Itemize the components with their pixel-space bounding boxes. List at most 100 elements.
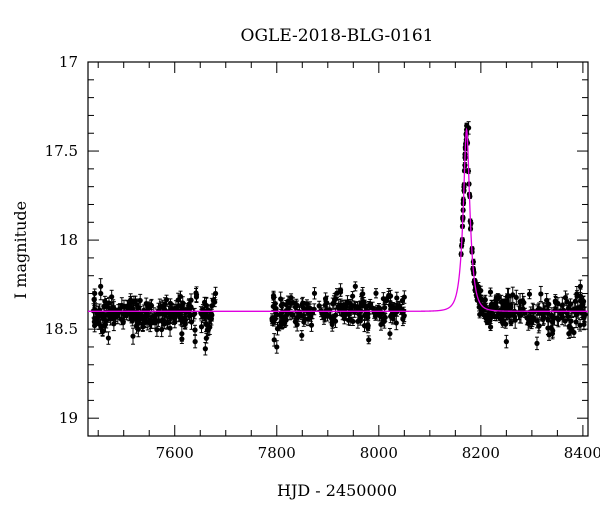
- model-curve-line: [88, 127, 588, 312]
- data-point: [100, 311, 106, 324]
- data-point: [383, 296, 389, 306]
- data-point: [504, 293, 510, 310]
- marker: [373, 290, 379, 296]
- marker: [354, 305, 361, 311]
- marker: [307, 305, 313, 311]
- y-tick-label: 18.5: [45, 320, 78, 338]
- marker: [316, 303, 322, 309]
- marker: [577, 322, 583, 328]
- data-point: [562, 290, 569, 305]
- marker: [106, 300, 112, 306]
- marker: [130, 333, 136, 339]
- marker: [273, 312, 279, 318]
- marker: [528, 319, 535, 325]
- data-points: [90, 121, 588, 356]
- data-point: [270, 292, 277, 304]
- data-point: [212, 286, 219, 301]
- marker: [163, 297, 170, 303]
- marker: [359, 291, 365, 298]
- marker: [103, 318, 109, 324]
- data-point: [487, 317, 493, 324]
- marker: [488, 301, 495, 307]
- y-tick-label: 17.5: [45, 142, 78, 160]
- marker: [544, 297, 550, 303]
- data-point: [526, 289, 533, 300]
- marker: [498, 299, 504, 305]
- marker: [545, 325, 551, 331]
- plot-frame: [87, 61, 589, 437]
- data-point: [507, 304, 513, 322]
- data-point: [147, 312, 153, 328]
- data-point: [554, 309, 560, 326]
- marker: [274, 326, 281, 332]
- marker: [534, 340, 540, 346]
- marker: [493, 295, 499, 301]
- data-point: [538, 285, 544, 302]
- data-point: [202, 309, 208, 325]
- marker: [190, 312, 197, 318]
- x-tick-label: 8000: [360, 444, 398, 462]
- data-point: [358, 312, 364, 323]
- data-point: [102, 295, 108, 307]
- marker: [301, 319, 307, 325]
- marker: [349, 293, 356, 299]
- marker: [180, 318, 186, 325]
- marker: [531, 315, 537, 321]
- data-point: [393, 315, 399, 331]
- x-tick-label: 7600: [156, 444, 194, 462]
- marker: [299, 332, 305, 338]
- data-point: [106, 296, 112, 310]
- data-point: [202, 342, 208, 356]
- marker: [198, 311, 204, 317]
- data-point: [110, 312, 117, 325]
- data-point: [130, 327, 136, 345]
- marker: [577, 283, 583, 289]
- marker: [134, 316, 140, 322]
- marker: [567, 301, 574, 307]
- marker: [381, 318, 387, 324]
- data-point: [293, 298, 299, 311]
- marker: [340, 312, 346, 318]
- data-point: [294, 317, 300, 332]
- data-point: [157, 298, 163, 316]
- data-point: [190, 308, 197, 322]
- data-point: [301, 317, 307, 327]
- data-point: [488, 299, 495, 310]
- marker: [361, 323, 368, 329]
- marker: [503, 339, 509, 345]
- marker: [98, 323, 104, 329]
- marker: [102, 298, 108, 304]
- marker: [501, 303, 507, 309]
- data-point: [388, 309, 394, 324]
- marker: [98, 290, 104, 297]
- marker: [179, 331, 185, 337]
- marker: [202, 346, 208, 352]
- data-point: [577, 295, 584, 306]
- marker: [91, 297, 97, 303]
- data-point: [475, 282, 481, 292]
- marker: [565, 313, 571, 319]
- marker: [329, 321, 335, 328]
- marker: [154, 311, 160, 317]
- x-axis-label: HJD - 2450000: [277, 481, 397, 500]
- marker: [366, 337, 372, 343]
- marker: [504, 298, 510, 304]
- data-point: [534, 336, 540, 351]
- data-point: [367, 298, 373, 310]
- marker: [352, 283, 358, 289]
- data-point: [387, 327, 393, 340]
- data-point: [373, 288, 379, 299]
- data-point: [124, 299, 130, 313]
- data-point: [550, 313, 556, 330]
- data-point: [105, 331, 112, 345]
- marker: [393, 320, 399, 326]
- marker: [157, 304, 163, 310]
- axis-ticks: 7600 7800 8000 8200 8400 17 17.5 18 18.5 19: [45, 53, 600, 462]
- data-point: [354, 301, 361, 316]
- marker: [308, 322, 315, 328]
- marker: [513, 294, 519, 301]
- data-point: [192, 334, 198, 349]
- data-point: [513, 289, 519, 306]
- marker: [336, 303, 342, 309]
